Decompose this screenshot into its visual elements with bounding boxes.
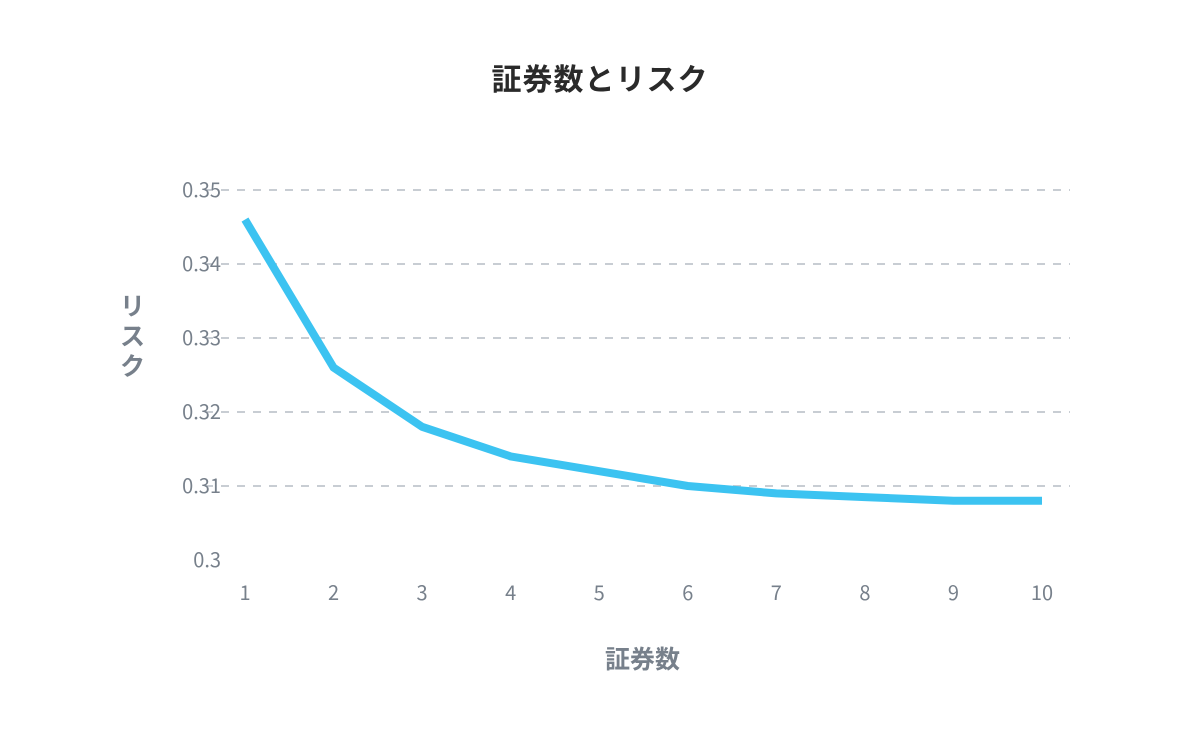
x-tick-label: 3 <box>417 577 428 606</box>
x-tick-label: 1 <box>239 577 250 606</box>
x-tick-label: 2 <box>328 577 339 606</box>
x-tick-label: 10 <box>1031 577 1053 606</box>
y-tick-label: 0.31 <box>182 470 221 499</box>
x-tick-label: 4 <box>505 577 516 606</box>
y-tick-label: 0.33 <box>182 322 221 351</box>
x-tick-label: 8 <box>859 577 870 606</box>
x-tick-label: 7 <box>771 577 782 606</box>
x-tick-label: 5 <box>594 577 605 606</box>
y-tick-label: 0.35 <box>182 174 221 203</box>
y-tick-label: 0.3 <box>193 544 221 573</box>
x-tick-label: 9 <box>948 577 959 606</box>
x-tick-label: 6 <box>682 577 693 606</box>
y-tick-label: 0.32 <box>182 396 221 425</box>
risk-line <box>245 220 1042 501</box>
line-chart: 0.3 0.31 0.32 0.33 0.34 0.35 1 2 3 4 5 6 7 8 9 10 <box>0 0 1200 746</box>
y-tick-label: 0.34 <box>182 248 221 277</box>
